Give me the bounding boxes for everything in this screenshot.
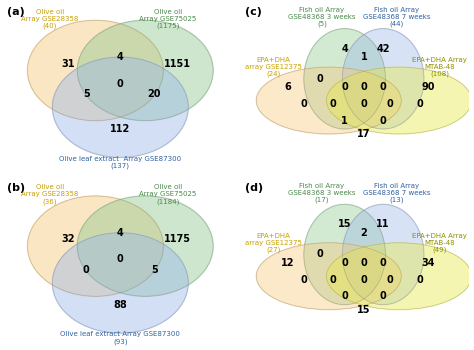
Text: 15: 15 [357, 305, 371, 315]
Text: 34: 34 [422, 258, 435, 268]
Text: 0: 0 [361, 258, 367, 268]
Text: 32: 32 [62, 234, 75, 244]
Text: 0: 0 [117, 254, 124, 265]
Ellipse shape [327, 243, 472, 310]
Text: 1175: 1175 [164, 234, 191, 244]
Ellipse shape [256, 67, 401, 134]
Text: 1: 1 [341, 116, 348, 126]
Text: 5: 5 [83, 89, 90, 99]
Text: 0: 0 [380, 258, 386, 268]
Text: EPA+DHA
array GSE12375
(27): EPA+DHA array GSE12375 (27) [245, 232, 302, 253]
Text: 0: 0 [330, 99, 337, 109]
Text: 0: 0 [361, 99, 367, 109]
Text: EPA+DHA Array
MTAB-48
(49): EPA+DHA Array MTAB-48 (49) [412, 232, 467, 253]
Text: (d): (d) [245, 183, 263, 193]
Text: 1151: 1151 [164, 59, 191, 69]
Text: 88: 88 [113, 300, 127, 310]
Text: 0: 0 [301, 99, 307, 109]
Text: 0: 0 [316, 250, 323, 259]
Circle shape [27, 20, 164, 121]
Text: (a): (a) [7, 7, 25, 17]
Text: 112: 112 [110, 124, 130, 134]
Text: 31: 31 [62, 59, 75, 69]
Text: Olive oil
Array GSE28358
(40): Olive oil Array GSE28358 (40) [21, 8, 79, 29]
Text: Olive leaf extract Array GSE87300
(93): Olive leaf extract Array GSE87300 (93) [60, 331, 180, 345]
Text: 11: 11 [376, 219, 390, 229]
Text: 0: 0 [316, 74, 323, 84]
Text: 0: 0 [416, 99, 423, 109]
Text: 0: 0 [301, 274, 307, 285]
Text: 0: 0 [380, 116, 386, 126]
Text: Fish oil Array
GSE48368 3 weeks
(5): Fish oil Array GSE48368 3 weeks (5) [288, 7, 356, 27]
Text: 0: 0 [380, 82, 386, 92]
Text: EPA+DHA Array
MTAB-48
(108): EPA+DHA Array MTAB-48 (108) [412, 57, 467, 77]
Text: 20: 20 [147, 89, 161, 99]
Ellipse shape [327, 67, 472, 134]
Text: (c): (c) [245, 7, 262, 17]
Text: EPA+DHA
array GSE12375
(24): EPA+DHA array GSE12375 (24) [245, 57, 302, 77]
Text: Olive oil
Array GSE75025
(1175): Olive oil Array GSE75025 (1175) [139, 8, 197, 29]
Ellipse shape [342, 204, 424, 304]
Text: 12: 12 [281, 258, 295, 268]
Text: 0: 0 [83, 265, 90, 274]
Text: 17: 17 [357, 129, 371, 139]
Text: 0: 0 [361, 82, 367, 92]
Ellipse shape [342, 29, 424, 129]
Text: 6: 6 [284, 82, 292, 92]
Circle shape [77, 196, 213, 296]
Text: Fish oil Array
GSE48368 7 weeks
(44): Fish oil Array GSE48368 7 weeks (44) [363, 7, 430, 27]
Text: 2: 2 [361, 228, 367, 238]
Circle shape [52, 233, 188, 333]
Text: Olive leaf extract  Array GSE87300
(137): Olive leaf extract Array GSE87300 (137) [59, 156, 182, 169]
Text: 90: 90 [422, 82, 435, 92]
Ellipse shape [304, 204, 385, 304]
Text: 0: 0 [341, 258, 348, 268]
Text: 42: 42 [376, 44, 390, 54]
Circle shape [52, 57, 188, 158]
Circle shape [77, 20, 213, 121]
Text: Fish oil Array
GSE48368 7 weeks
(13): Fish oil Array GSE48368 7 weeks (13) [363, 183, 430, 203]
Text: 0: 0 [387, 99, 393, 109]
Text: 0: 0 [117, 79, 124, 89]
Text: 0: 0 [380, 291, 386, 301]
Text: Olive oil
Array GSE28358
(36): Olive oil Array GSE28358 (36) [21, 184, 79, 205]
Ellipse shape [256, 243, 401, 310]
Text: 4: 4 [117, 228, 124, 238]
Text: 15: 15 [338, 219, 351, 229]
Text: (b): (b) [7, 183, 25, 193]
Circle shape [27, 196, 164, 296]
Text: 0: 0 [330, 274, 337, 285]
Text: 0: 0 [341, 82, 348, 92]
Text: Olive oil
Array GSE75025
(1184): Olive oil Array GSE75025 (1184) [139, 184, 197, 205]
Text: 4: 4 [117, 52, 124, 62]
Text: Fish oil Array
GSE48368 3 weeks
(17): Fish oil Array GSE48368 3 weeks (17) [288, 183, 356, 203]
Text: 0: 0 [341, 291, 348, 301]
Text: 0: 0 [416, 274, 423, 285]
Text: 5: 5 [151, 265, 158, 274]
Text: 0: 0 [387, 274, 393, 285]
Text: 4: 4 [341, 44, 348, 54]
Ellipse shape [304, 29, 385, 129]
Text: 0: 0 [361, 274, 367, 285]
Text: 1: 1 [361, 52, 367, 62]
